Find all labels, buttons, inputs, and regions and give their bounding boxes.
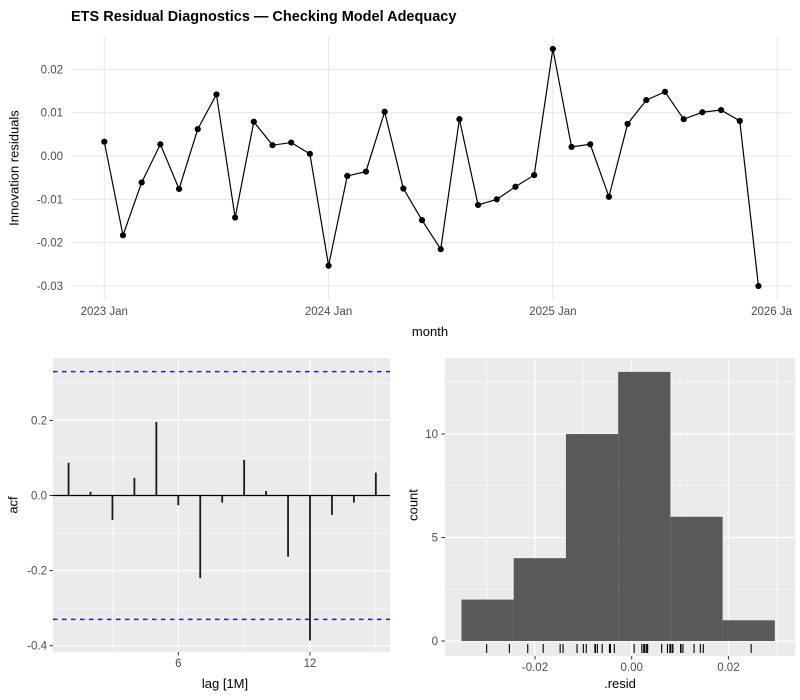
- data-point: [175, 185, 183, 193]
- x-tick-label: 0.02: [717, 662, 739, 674]
- data-point: [493, 196, 500, 203]
- data-point: [568, 143, 575, 150]
- data-point: [157, 141, 164, 148]
- data-point: [213, 91, 220, 98]
- panel-background: [53, 358, 390, 652]
- data-point: [344, 172, 351, 180]
- data-point: [661, 88, 669, 95]
- data-point: [381, 108, 388, 115]
- data-point: [400, 185, 407, 192]
- data-point: [680, 116, 687, 123]
- y-tick-label: -0.2: [27, 566, 47, 578]
- y-tick-label: 10: [425, 429, 438, 441]
- data-point: [531, 171, 538, 179]
- data-point: [325, 262, 332, 269]
- x-tick-label: 2024 Jan: [305, 306, 352, 318]
- data-point: [456, 116, 463, 123]
- data-point: [269, 142, 276, 149]
- acf-y-axis-title: acf: [5, 496, 21, 514]
- data-point: [250, 118, 257, 125]
- x-tick-label: 0.00: [621, 662, 643, 674]
- data-point: [362, 168, 370, 175]
- data-point: [643, 96, 650, 104]
- data-point: [418, 217, 426, 224]
- data-point: [437, 246, 444, 253]
- data-point: [755, 282, 762, 290]
- y-tick-label: 0.2: [31, 415, 47, 427]
- y-tick-label: 0.0: [31, 491, 47, 503]
- residuals-line: [103, 48, 760, 287]
- residual-histogram-chart: -0.02 0.00 0.02 0 5 10: [425, 358, 795, 674]
- residuals-time-series-chart: 0.02 0.01 0.00 -0.01 -0.02 -0.03 2023 Jan 2024 …: [37, 37, 793, 318]
- histogram-bar: [565, 434, 619, 641]
- histogram-bar: [618, 371, 671, 641]
- acf-chart: 6 12 0.2 0.0 -0.2 -0.4: [27, 358, 390, 670]
- histogram-bar: [513, 558, 566, 641]
- data-point: [736, 117, 743, 124]
- histogram-bar: [722, 620, 775, 641]
- x-tick-label: 2023 Jan: [81, 306, 128, 318]
- histogram-bar: [670, 516, 723, 641]
- ts-y-axis-title: Innovation residuals: [6, 110, 22, 226]
- x-tick-label: 2026 Ja: [751, 306, 793, 318]
- ts-x-axis-title: month: [411, 324, 449, 339]
- hist-x-axis-title: .resid: [604, 676, 636, 691]
- data-point: [194, 126, 201, 133]
- data-point: [288, 139, 295, 146]
- data-point: [138, 179, 145, 186]
- data-point: [475, 201, 482, 209]
- data-point: [101, 138, 108, 145]
- x-tick-label: -0.02: [522, 662, 548, 674]
- y-tick-label: 5: [432, 533, 438, 545]
- data-point: [587, 141, 594, 148]
- y-tick-label: -0.02: [37, 238, 63, 250]
- hist-y-axis-title: count: [405, 489, 421, 521]
- y-tick-label: 0: [432, 636, 438, 648]
- x-tick-label: 12: [304, 658, 317, 670]
- y-tick-label: 0.01: [41, 108, 63, 120]
- acf-x-axis-title: lag [1M]: [201, 676, 249, 691]
- data-point: [119, 232, 127, 239]
- x-tick-label: 6: [175, 658, 181, 670]
- data-point: [306, 150, 313, 157]
- y-tick-label: -0.4: [27, 641, 47, 653]
- figure-title: ETS Residual Diagnostics — Checking Mode…: [71, 9, 457, 25]
- histogram-bar: [461, 599, 514, 641]
- data-point: [624, 120, 631, 128]
- data-point: [549, 45, 556, 53]
- data-point: [717, 106, 725, 114]
- y-tick-label: -0.03: [37, 281, 63, 293]
- data-point: [232, 214, 239, 221]
- y-tick-label: 0.00: [41, 151, 63, 163]
- data-point: [699, 109, 706, 116]
- y-tick-label: 0.02: [41, 64, 63, 76]
- x-tick-label: 2025 Jan: [529, 306, 576, 318]
- y-tick-label: -0.01: [37, 194, 63, 206]
- data-point: [605, 193, 613, 200]
- data-point: [512, 183, 519, 190]
